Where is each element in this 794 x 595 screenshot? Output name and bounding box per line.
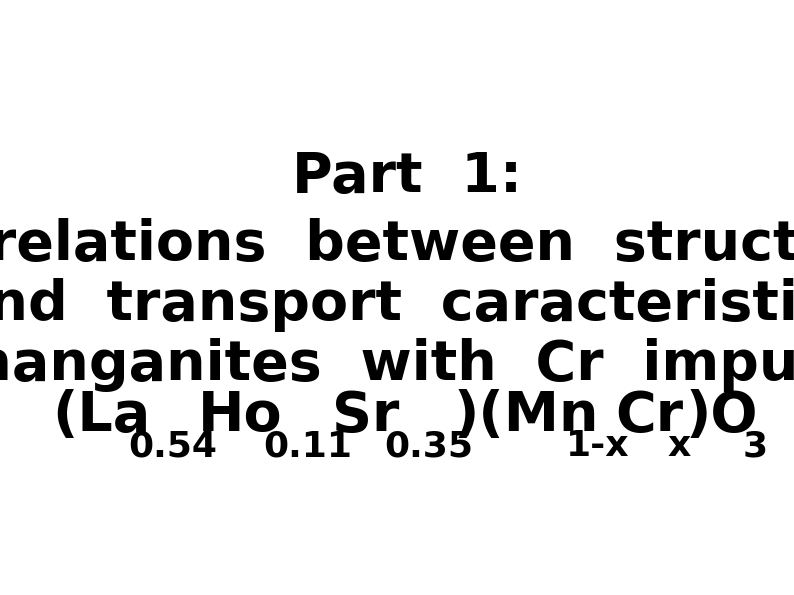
Text: 0.35: 0.35	[384, 429, 473, 464]
Text: )O: )O	[686, 389, 758, 443]
Text: Ho: Ho	[198, 389, 282, 443]
Text: of  manganites  with  Cr  impurities: of manganites with Cr impurities	[0, 337, 794, 392]
Text: Cr: Cr	[615, 389, 683, 443]
Text: 3: 3	[742, 429, 767, 464]
Text: and  transport  caracteristics: and transport caracteristics	[0, 278, 794, 332]
Text: x: x	[668, 429, 691, 464]
Text: )(Mn: )(Mn	[453, 389, 599, 443]
Text: (La: (La	[52, 389, 151, 443]
Text: Corelations  between  structure: Corelations between structure	[0, 218, 794, 273]
Text: Part  1:: Part 1:	[292, 150, 522, 203]
Text: 0.11: 0.11	[263, 429, 352, 464]
Text: 0.54: 0.54	[129, 429, 218, 464]
Text: Sr: Sr	[332, 389, 399, 443]
Text: 1-x: 1-x	[566, 429, 630, 464]
